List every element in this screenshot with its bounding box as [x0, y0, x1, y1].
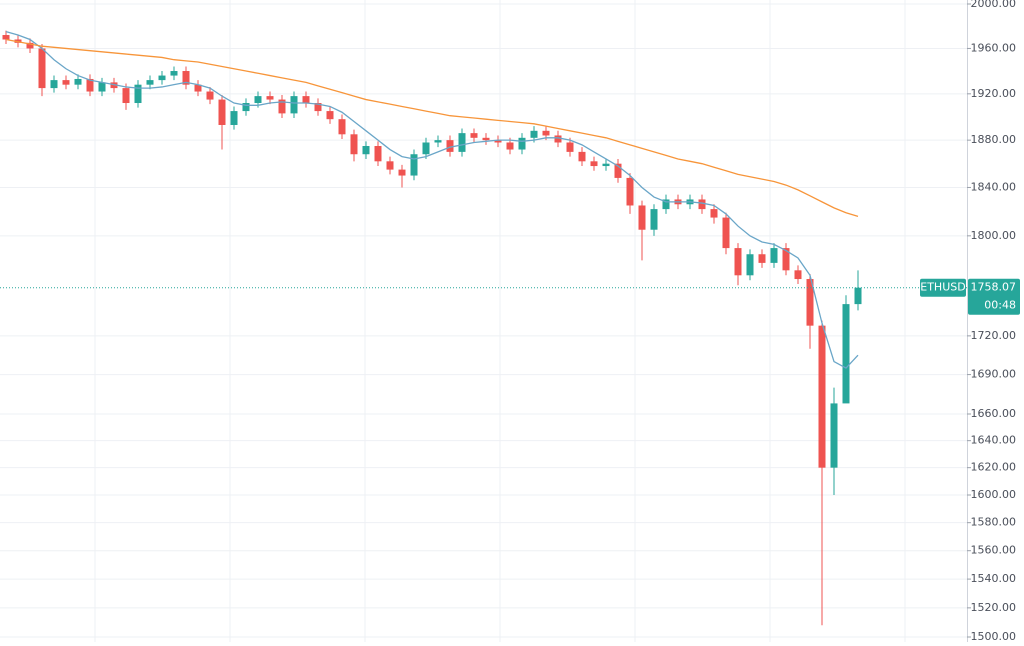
candle-body — [146, 80, 154, 85]
moving-average — [5, 38, 859, 217]
candle-body — [638, 205, 646, 230]
y-tick-label: 1500.00 — [971, 630, 1017, 642]
candle-body — [362, 146, 370, 155]
candle-body — [590, 161, 598, 167]
candle-body — [206, 91, 214, 100]
last-price-label: 1758.07 — [971, 281, 1017, 294]
time-grid — [94, 0, 906, 642]
candle-body — [626, 177, 634, 206]
candle-body — [434, 140, 442, 143]
candle-body — [74, 78, 82, 85]
candle-body — [194, 84, 202, 92]
candle-body — [242, 103, 250, 112]
candle-body — [734, 248, 742, 276]
candle-body — [254, 96, 262, 104]
y-tick-label: 1640.00 — [971, 434, 1017, 447]
candle-body — [854, 287, 862, 305]
candle-body — [458, 133, 466, 152]
candle-body — [62, 80, 70, 85]
candle-body — [758, 254, 766, 263]
y-tick-label: 1920.00 — [971, 87, 1017, 100]
candle-body — [410, 154, 418, 176]
y-tick-label: 1600.00 — [971, 488, 1017, 501]
candle-body — [650, 209, 658, 230]
y-tick-label: 1800.00 — [971, 229, 1017, 242]
candle-body — [506, 142, 514, 150]
candle-body — [422, 142, 430, 155]
candle-body — [530, 130, 538, 138]
candle-body — [722, 217, 730, 249]
candle-body — [122, 88, 130, 104]
candle-body — [842, 304, 850, 404]
y-tick-label: 1520.00 — [971, 601, 1017, 614]
y-tick-label: 1620.00 — [971, 461, 1017, 474]
candle-body — [302, 96, 310, 104]
candle-body — [542, 130, 550, 136]
candle-body — [566, 142, 574, 152]
y-tick-label: 1960.00 — [971, 41, 1017, 54]
candle-body — [158, 75, 166, 81]
candle-body — [230, 111, 238, 125]
countdown-label: 00:48 — [984, 299, 1016, 312]
candle-body — [614, 163, 622, 178]
candle-body — [326, 111, 334, 120]
candle-body — [2, 35, 10, 40]
y-tick-label: 1540.00 — [971, 572, 1017, 585]
candle-body — [806, 279, 814, 326]
candle-body — [710, 209, 718, 218]
candle-body — [494, 140, 502, 143]
candle-body — [578, 151, 586, 162]
candle-body — [50, 80, 58, 89]
candle-body — [386, 161, 394, 170]
candle-body — [518, 137, 526, 150]
candle-body — [338, 119, 346, 135]
candle-body — [398, 169, 406, 176]
candle-body — [278, 99, 286, 114]
candle-body — [794, 270, 802, 280]
candle-body — [350, 134, 358, 155]
candle-body — [698, 199, 706, 210]
candle-body — [38, 48, 46, 89]
candle-body — [602, 163, 610, 167]
candle-body — [374, 146, 382, 162]
y-tick-label: 1720.00 — [971, 329, 1017, 342]
candle-body — [182, 71, 190, 85]
candle-body — [86, 78, 94, 92]
price-tag — [968, 278, 1020, 315]
candle-body — [134, 84, 142, 104]
candle-body — [470, 133, 478, 138]
candle-body — [98, 82, 106, 92]
candle-body — [830, 403, 838, 468]
y-tick-label: 1660.00 — [971, 407, 1017, 420]
y-tick-label: 1880.00 — [971, 133, 1017, 146]
moving-average — [5, 31, 859, 369]
candle-body — [782, 248, 790, 271]
y-tick-label: 1580.00 — [971, 516, 1017, 529]
candle-body — [746, 254, 754, 276]
candle-body — [482, 137, 490, 141]
candle-body — [266, 96, 274, 100]
candle-body — [554, 135, 562, 143]
candle-body — [662, 199, 670, 210]
candle-body — [290, 96, 298, 114]
candle-body — [770, 248, 778, 263]
candle-body — [170, 71, 178, 76]
candle-body — [218, 99, 226, 125]
y-tick-label: 1840.00 — [971, 180, 1017, 193]
candle-body — [818, 325, 826, 468]
symbol-label: ETHUSD — [920, 281, 965, 294]
candle-body — [26, 42, 34, 49]
y-tick-label: 1560.00 — [971, 544, 1017, 557]
candle-body — [446, 140, 454, 152]
symbol-tag — [920, 278, 966, 297]
candle-body — [314, 103, 322, 112]
y-tick-label: 1690.00 — [971, 368, 1017, 381]
y-tick-label: 2000.00 — [971, 0, 1017, 10]
